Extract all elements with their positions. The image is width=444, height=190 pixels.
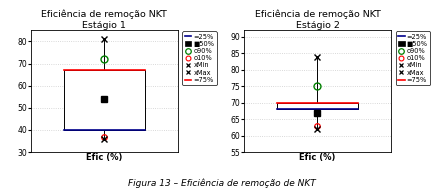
Bar xyxy=(277,103,358,109)
Legend: =25%, ■50%, o90%, o10%, xMin, xMax, =75%: =25%, ■50%, o90%, o10%, xMin, xMax, =75% xyxy=(396,31,430,85)
Text: Figura 13 – Eficiência de remoção de NKT: Figura 13 – Eficiência de remoção de NKT xyxy=(128,179,316,188)
X-axis label: Efic (%): Efic (%) xyxy=(86,153,123,162)
Title: Eficiência de remoção NKT
Estágio 2: Eficiência de remoção NKT Estágio 2 xyxy=(254,10,381,30)
Title: Eficiência de remoção NKT
Estágio 1: Eficiência de remoção NKT Estágio 1 xyxy=(41,10,167,30)
Bar xyxy=(64,70,145,130)
Legend: =25%, ■50%, o90%, o10%, xMin, xMax, =75%: =25%, ■50%, o90%, o10%, xMin, xMax, =75% xyxy=(182,31,217,85)
X-axis label: Efic (%): Efic (%) xyxy=(299,153,336,162)
